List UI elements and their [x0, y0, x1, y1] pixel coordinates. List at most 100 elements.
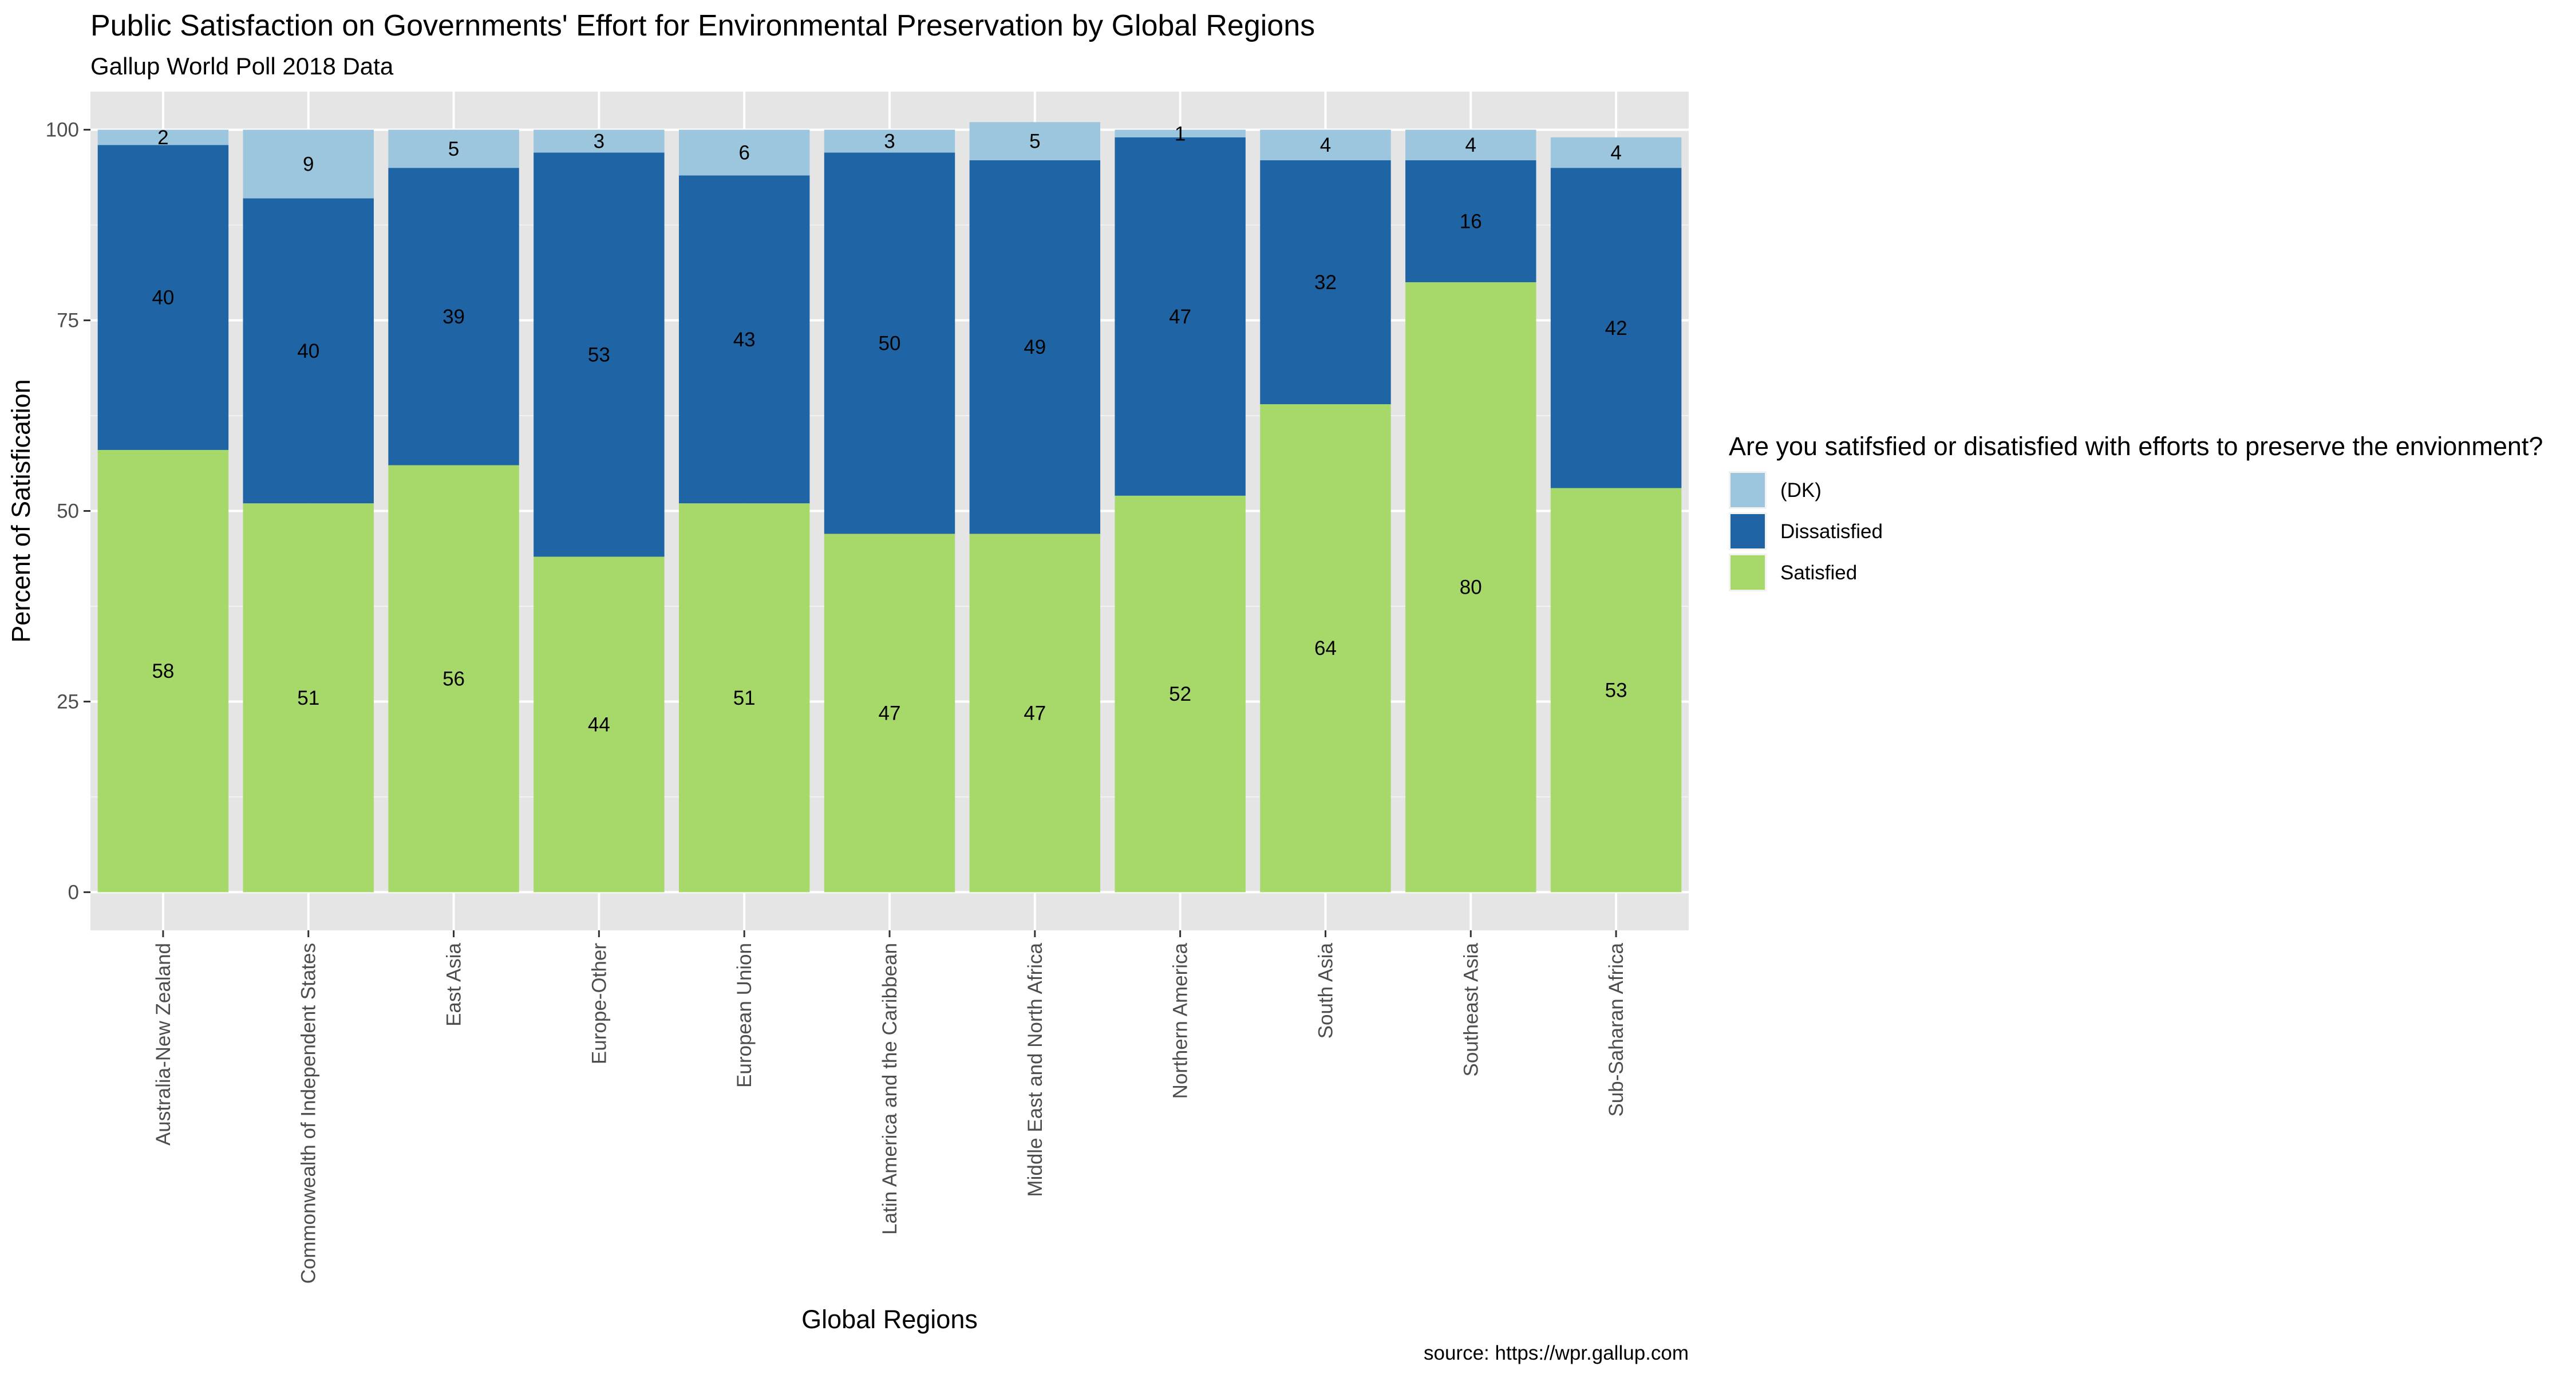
bar: [1260, 160, 1391, 405]
data-label: 47: [879, 702, 901, 724]
bar: [534, 152, 665, 557]
data-label: 4: [1610, 142, 1621, 164]
data-label: 39: [442, 306, 465, 328]
data-label: 42: [1605, 317, 1627, 339]
x-tick-label: Latin America and the Caribbean: [879, 943, 901, 1235]
bar: [1405, 282, 1536, 893]
bar: [388, 129, 519, 168]
data-label: 53: [588, 344, 610, 366]
bar: [97, 145, 229, 450]
x-tick-label: European Union: [733, 943, 756, 1088]
x-axis-title: Global Regions: [801, 1305, 978, 1334]
bar: [824, 129, 955, 153]
data-label: 51: [733, 687, 756, 709]
bar: [824, 152, 955, 534]
data-label: 5: [448, 138, 459, 160]
data-label: 47: [1024, 702, 1046, 724]
bar: [388, 465, 519, 893]
bar: [1550, 168, 1682, 488]
y-tick-label: 75: [57, 310, 79, 332]
x-tick-label: Europe-Other: [588, 943, 610, 1064]
data-label: 49: [1024, 336, 1046, 358]
legend-swatch: [1730, 473, 1765, 507]
data-label: 53: [1605, 679, 1627, 701]
legend-label: Satisfied: [1780, 562, 1857, 584]
data-label: 50: [879, 333, 901, 355]
data-label: 47: [1169, 306, 1191, 328]
bar: [1260, 129, 1391, 160]
bar-labels: 5840251409563954453351436475034749552471…: [152, 123, 1627, 736]
x-tick-label: Sub-Saharan Africa: [1605, 942, 1627, 1116]
data-label: 40: [152, 287, 174, 309]
x-tick-label: Southeast Asia: [1460, 942, 1482, 1076]
x-axis: Australia-New Zealand Commonwealth of Ind…: [152, 930, 1627, 1284]
data-label: 4: [1465, 134, 1476, 156]
x-tick-label: East Asia: [443, 942, 465, 1026]
data-label: 43: [733, 329, 756, 351]
legend-title: Are you satifsfied or disatisfied with e…: [1729, 432, 2543, 461]
y-tick-label: 0: [68, 881, 79, 903]
data-label: 16: [1460, 210, 1482, 232]
caption: source: https://wpr.gallup.com: [1424, 1342, 1689, 1364]
x-tick-label: Australia-New Zealand: [152, 943, 175, 1146]
chart-subtitle: Gallup World Poll 2018 Data: [90, 53, 394, 80]
bar: [1550, 137, 1682, 168]
data-label: 32: [1314, 271, 1337, 294]
bar: [678, 503, 810, 893]
legend-swatch: [1730, 555, 1765, 590]
bar: [97, 129, 229, 145]
data-label: 80: [1460, 577, 1482, 599]
bar: [1550, 488, 1682, 893]
bar: [969, 160, 1101, 534]
bar: [678, 175, 810, 504]
data-label: 52: [1169, 683, 1191, 705]
y-tick-label: 100: [46, 119, 79, 141]
bar: [1260, 404, 1391, 893]
x-tick-label: Commonwealth of Independent States: [298, 943, 320, 1284]
bar: [1405, 160, 1536, 282]
data-label: 2: [157, 127, 168, 149]
legend-label: Dissatisfied: [1780, 520, 1883, 543]
bar: [534, 129, 665, 153]
bar: [1115, 495, 1246, 893]
bar: [243, 503, 374, 893]
legend: Are you satifsfied or disatisfied with e…: [1729, 432, 2543, 591]
x-tick-label: Middle East and North Africa: [1024, 942, 1046, 1197]
bar: [1405, 129, 1536, 160]
bars: [97, 122, 1682, 893]
x-tick-label: South Asia: [1314, 942, 1337, 1039]
y-tick-label: 50: [57, 500, 79, 523]
bar: [243, 129, 374, 199]
legend-swatch: [1730, 514, 1765, 548]
data-label: 1: [1175, 123, 1186, 145]
bar: [1115, 137, 1246, 496]
data-label: 44: [588, 713, 610, 736]
data-label: 9: [303, 153, 314, 176]
y-axis-title: Percent of Satisfication: [6, 379, 35, 642]
data-label: 58: [152, 660, 174, 682]
data-label: 51: [297, 687, 319, 709]
bar: [969, 534, 1101, 893]
bar: [243, 198, 374, 504]
data-label: 3: [884, 131, 895, 153]
bar: [388, 168, 519, 465]
data-label: 3: [594, 131, 605, 153]
data-label: 40: [297, 340, 319, 362]
y-axis: 0 25 50 75 100: [46, 119, 90, 903]
bar: [824, 534, 955, 893]
data-label: 4: [1320, 134, 1331, 156]
chart-title: Public Satisfaction on Governments' Effo…: [90, 9, 1315, 42]
bar: [97, 449, 229, 893]
data-label: 56: [442, 668, 465, 690]
bar: [534, 556, 665, 893]
data-label: 5: [1029, 131, 1040, 153]
y-tick-label: 25: [57, 690, 79, 713]
legend-label: (DK): [1780, 479, 1822, 502]
data-label: 6: [738, 142, 749, 164]
bar: [969, 122, 1101, 160]
bar: [1115, 129, 1246, 137]
data-label: 64: [1314, 637, 1337, 660]
bar: [678, 129, 810, 176]
x-tick-label: Northern America: [1170, 942, 1192, 1099]
